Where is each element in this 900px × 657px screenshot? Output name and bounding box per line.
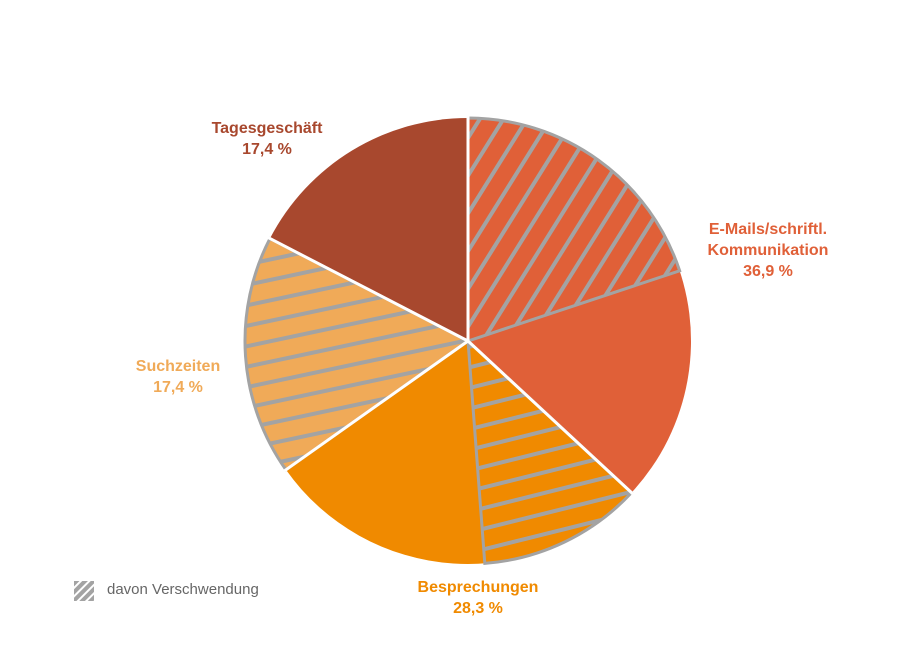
- slice-label: Suchzeiten 17,4 %: [93, 356, 263, 398]
- legend-swatch: [74, 581, 94, 601]
- slice-name: Suchzeiten: [135, 358, 221, 375]
- slice-name: Tagesgeschäft: [211, 120, 323, 137]
- slice-value: 36,9 %: [743, 263, 793, 280]
- hatched-portion: [243, 236, 471, 472]
- hatched-portion: [466, 116, 682, 344]
- slice-name: E-Mails/schriftl. Kommunikation: [707, 221, 829, 259]
- slice-name: Besprechungen: [417, 579, 539, 596]
- slice-value: 17,4 %: [153, 379, 203, 396]
- pie-slice: [269, 118, 468, 341]
- slice-value: 17,4 %: [242, 141, 292, 158]
- legend-label: davon Verschwendung: [107, 581, 259, 598]
- slice-separator: [466, 339, 635, 496]
- slice-label: Besprechungen 28,3 %: [393, 577, 563, 619]
- slice-label: Tagesgeschäft 17,4 %: [182, 118, 352, 160]
- slice-value: 28,3 %: [453, 600, 503, 617]
- slice-separator: [267, 236, 469, 343]
- hatched-portion: [466, 337, 634, 565]
- slice-separator: [283, 339, 469, 473]
- slice-label: E-Mails/schriftl. Kommunikation 36,9 %: [683, 219, 853, 282]
